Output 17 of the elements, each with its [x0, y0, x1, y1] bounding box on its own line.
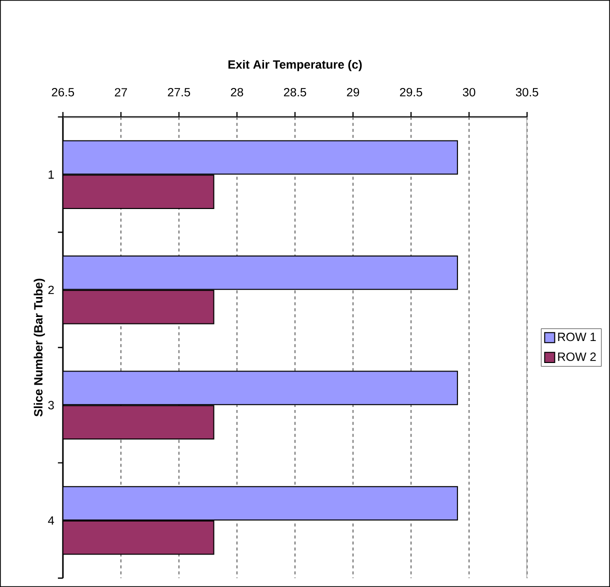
x-tick-label: 29: [346, 88, 360, 96]
x-tick-label: 27.5: [168, 88, 190, 96]
legend-label: ROW 2: [558, 352, 596, 361]
x-tick-label: 27: [114, 88, 127, 96]
x-tick-label: 28: [230, 88, 244, 96]
y-axis-title: Slice Number (Bar Tube): [34, 278, 45, 417]
x-tick-label: 28.5: [284, 88, 306, 96]
y-tick-label: 4: [48, 516, 54, 525]
y-tick-label: 3: [48, 400, 54, 410]
x-tick-label: 30: [462, 88, 476, 96]
x-axis-title: Exit Air Temperature (c): [228, 60, 362, 72]
x-tick-label: 30.5: [516, 88, 538, 96]
y-tick-label: 1: [48, 170, 54, 179]
legend-label: ROW 1: [558, 332, 596, 342]
x-tick-label: 26.5: [52, 88, 74, 96]
y-tick-label: 2: [48, 286, 54, 294]
x-tick-label: 29.5: [400, 88, 422, 96]
